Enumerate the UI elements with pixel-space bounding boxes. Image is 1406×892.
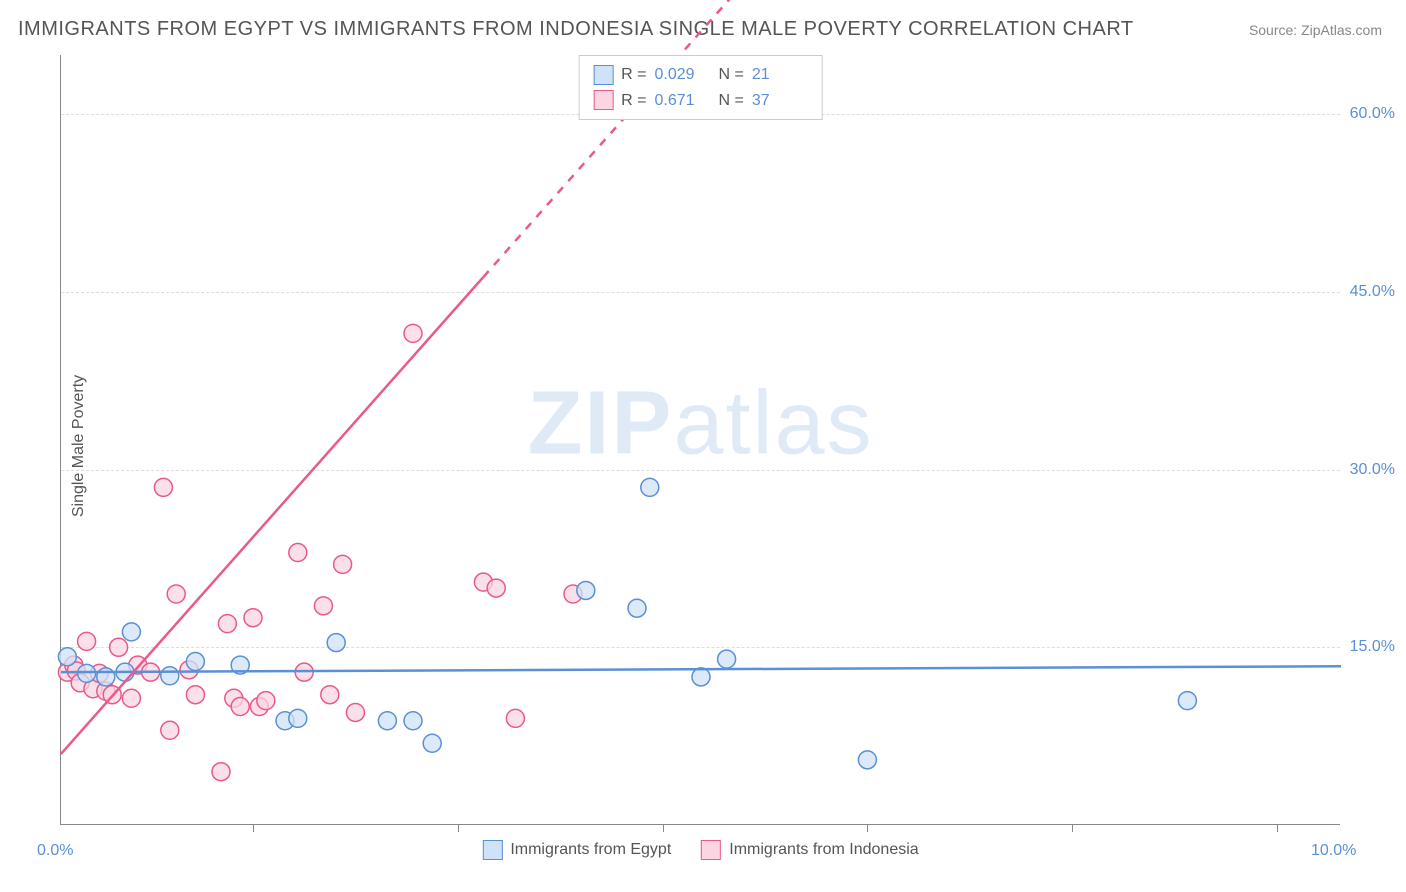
scatter-point bbox=[78, 664, 96, 682]
scatter-point bbox=[692, 668, 710, 686]
scatter-point bbox=[231, 698, 249, 716]
legend-label: Immigrants from Egypt bbox=[510, 841, 671, 859]
legend-swatch bbox=[701, 840, 721, 860]
scatter-point bbox=[186, 686, 204, 704]
scatter-point bbox=[244, 609, 262, 627]
scatter-point bbox=[212, 763, 230, 781]
scatter-point bbox=[487, 579, 505, 597]
plot-area: ZIPatlas 15.0%30.0%45.0%60.0% R =0.029N … bbox=[60, 55, 1340, 825]
chart-title: IMMIGRANTS FROM EGYPT VS IMMIGRANTS FROM… bbox=[18, 18, 1134, 41]
trend-line-dashed bbox=[483, 0, 1341, 277]
x-tick bbox=[458, 824, 459, 832]
n-label: N = bbox=[719, 88, 744, 114]
scatter-point bbox=[167, 585, 185, 603]
x-tick bbox=[253, 824, 254, 832]
legend-item: Immigrants from Egypt bbox=[482, 840, 671, 860]
stats-row: R = 0.671 N = 37 bbox=[593, 88, 808, 114]
legend-label: Immigrants from Indonesia bbox=[729, 841, 918, 859]
scatter-point bbox=[346, 703, 364, 721]
n-value: 37 bbox=[752, 88, 808, 114]
legend-swatch bbox=[593, 90, 613, 110]
scatter-point bbox=[154, 478, 172, 496]
scatter-point bbox=[314, 597, 332, 615]
source-attribution: Source: ZipAtlas.com bbox=[1249, 22, 1382, 38]
legend-swatch bbox=[593, 65, 613, 85]
x-tick bbox=[1072, 824, 1073, 832]
scatter-point bbox=[289, 709, 307, 727]
x-tick-label: 0.0% bbox=[37, 842, 73, 860]
scatter-point bbox=[161, 721, 179, 739]
scatter-point bbox=[628, 599, 646, 617]
x-tick bbox=[1277, 824, 1278, 832]
legend-item: Immigrants from Indonesia bbox=[701, 840, 918, 860]
scatter-point bbox=[122, 689, 140, 707]
scatter-point bbox=[858, 751, 876, 769]
scatter-point bbox=[321, 686, 339, 704]
scatter-svg bbox=[61, 55, 1340, 824]
y-tick-label: 45.0% bbox=[1350, 283, 1395, 301]
scatter-point bbox=[218, 615, 236, 633]
x-tick bbox=[663, 824, 664, 832]
n-label: N = bbox=[719, 62, 744, 88]
scatter-point bbox=[97, 668, 115, 686]
x-tick bbox=[867, 824, 868, 832]
scatter-point bbox=[327, 634, 345, 652]
trend-line-solid bbox=[61, 277, 483, 754]
scatter-point bbox=[78, 632, 96, 650]
legend-swatch bbox=[482, 840, 502, 860]
bottom-legend: Immigrants from Egypt Immigrants from Ind… bbox=[482, 840, 918, 860]
y-tick-label: 60.0% bbox=[1350, 105, 1395, 123]
scatter-point bbox=[161, 667, 179, 685]
scatter-point bbox=[334, 555, 352, 573]
scatter-point bbox=[641, 478, 659, 496]
scatter-point bbox=[186, 653, 204, 671]
scatter-point bbox=[58, 648, 76, 666]
stats-legend-box: R = 0.029 N = 21 R = 0.671 N = 37 bbox=[578, 55, 823, 120]
scatter-point bbox=[718, 650, 736, 668]
y-tick-label: 15.0% bbox=[1350, 638, 1395, 656]
scatter-point bbox=[257, 692, 275, 710]
x-tick-label: 10.0% bbox=[1311, 842, 1356, 860]
scatter-point bbox=[122, 623, 140, 641]
scatter-point bbox=[378, 712, 396, 730]
scatter-point bbox=[1178, 692, 1196, 710]
n-value: 21 bbox=[752, 62, 808, 88]
r-label: R = bbox=[621, 88, 646, 114]
y-tick-label: 30.0% bbox=[1350, 461, 1395, 479]
scatter-point bbox=[289, 544, 307, 562]
scatter-point bbox=[110, 638, 128, 656]
scatter-point bbox=[577, 581, 595, 599]
r-value: 0.671 bbox=[655, 88, 711, 114]
r-value: 0.029 bbox=[655, 62, 711, 88]
stats-row: R = 0.029 N = 21 bbox=[593, 62, 808, 88]
scatter-point bbox=[506, 709, 524, 727]
scatter-point bbox=[404, 712, 422, 730]
scatter-point bbox=[423, 734, 441, 752]
r-label: R = bbox=[621, 62, 646, 88]
scatter-point bbox=[404, 324, 422, 342]
